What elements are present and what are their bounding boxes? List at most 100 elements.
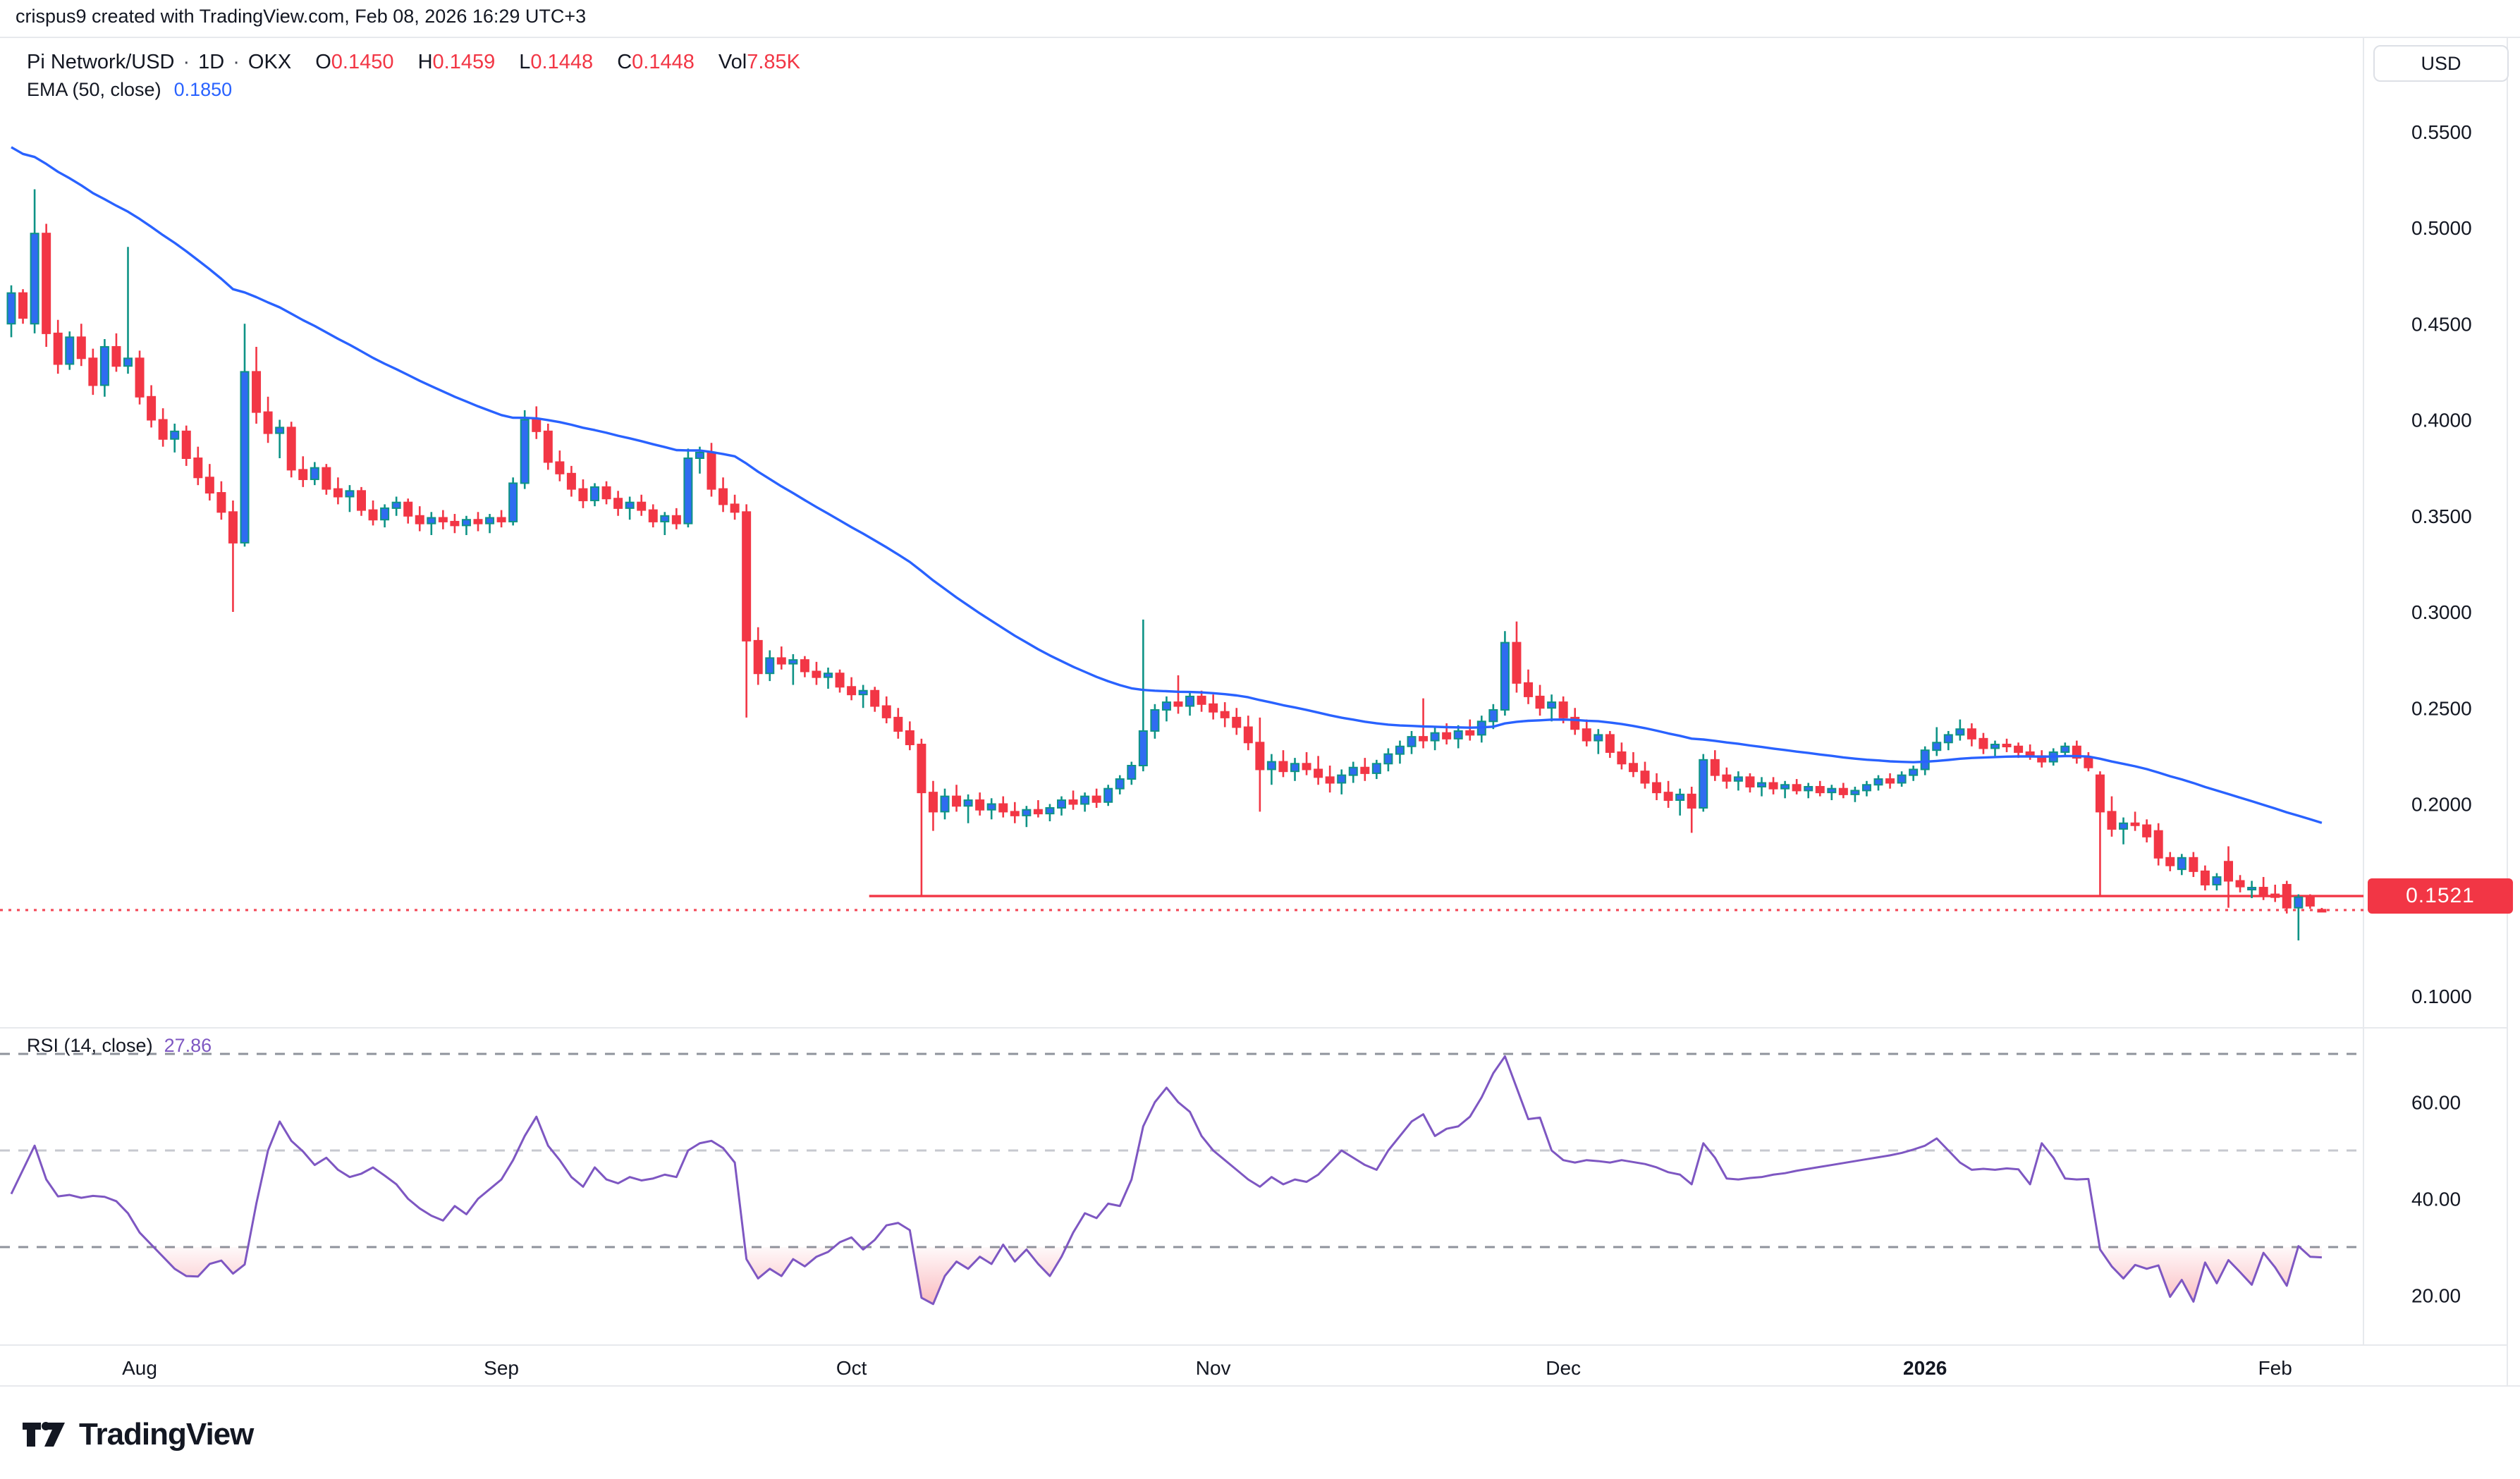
candle-body: [1932, 742, 1942, 751]
high-value: 0.1459: [432, 51, 496, 73]
rsi-tick-label: 20.00: [2411, 1285, 2461, 1307]
price-tick-label: 0.4500: [2411, 313, 2472, 335]
candle-body: [2165, 857, 2175, 866]
brand-text: TradingView: [79, 1417, 254, 1452]
candle-body: [1885, 778, 1895, 784]
candle-body: [1757, 782, 1766, 787]
candle-body: [380, 507, 390, 521]
candle-body: [496, 517, 506, 522]
candle-body: [111, 345, 121, 367]
candle-body: [824, 673, 833, 678]
candle-body: [1628, 763, 1638, 773]
candle-body: [590, 486, 599, 501]
candle-body: [776, 657, 786, 665]
time-tick-label: Feb: [2258, 1357, 2292, 1379]
candle-body: [613, 498, 623, 509]
candle-body: [1010, 811, 1020, 816]
time-tick-label: Sep: [484, 1357, 519, 1379]
candle-body: [42, 233, 51, 334]
candle-body: [788, 659, 798, 665]
volume-value: 7.85K: [747, 51, 801, 73]
candle-body: [1768, 782, 1778, 790]
rsi-axis[interactable]: 60.00 40.00 20.00: [2411, 1092, 2461, 1307]
candle-body: [252, 371, 262, 413]
candle-body: [1407, 736, 1417, 747]
candle-body: [2060, 745, 2070, 753]
candle-body: [1850, 790, 1860, 795]
candle-body: [532, 419, 542, 432]
candle-body: [1115, 778, 1125, 790]
candle-body: [625, 501, 635, 509]
candle-body: [193, 458, 203, 479]
candle-body: [1827, 787, 1837, 794]
candle-body: [1838, 787, 1848, 795]
candle-body: [1978, 737, 1988, 749]
candle-body: [1605, 734, 1615, 753]
candle-body: [1780, 784, 1790, 790]
candle-body: [310, 467, 319, 480]
price-tick-label: 0.5500: [2411, 121, 2472, 143]
low-value: 0.1448: [530, 51, 594, 73]
candle-body: [1861, 784, 1871, 792]
candle-body: [1314, 768, 1323, 778]
candle-body: [6, 292, 16, 325]
candle-body: [1745, 776, 1755, 787]
candle-body: [1138, 730, 1148, 766]
price-tick-label: 0.1000: [2411, 986, 2472, 1007]
candle-body: [298, 469, 308, 480]
candle-body: [1150, 708, 1160, 732]
candle-body: [1453, 730, 1463, 740]
candle-body: [1897, 774, 1907, 784]
candle-body: [123, 357, 133, 367]
candle-body: [240, 371, 250, 544]
candle-body: [2177, 857, 2186, 871]
candle-body: [2119, 822, 2129, 830]
candle-body: [1570, 716, 1580, 730]
candle-body: [800, 659, 809, 673]
candle-body: [1068, 799, 1078, 805]
price-axis[interactable]: 0.5500 0.5000 0.4500 0.4000 0.3500 0.3000 0.25…: [2411, 121, 2472, 1007]
tradingview-brand[interactable]: TradingView: [21, 1417, 254, 1452]
candle-body: [357, 490, 366, 511]
candle-body: [2212, 876, 2222, 885]
candle-body: [275, 426, 285, 434]
candle-body: [286, 426, 296, 471]
candle-body: [1535, 695, 1545, 709]
candle-body: [1371, 763, 1381, 774]
candle-body: [917, 744, 926, 794]
currency-unit-button[interactable]: USD: [2373, 45, 2509, 82]
candle-body: [543, 430, 553, 463]
candle-body: [1325, 776, 1335, 784]
candle-body: [1209, 703, 1218, 713]
candle-body: [438, 517, 448, 522]
candle-body: [391, 501, 401, 509]
candle-body: [683, 458, 693, 524]
candle-body: [158, 419, 168, 440]
time-axis[interactable]: Aug Sep Oct Nov Dec 2026 Feb: [122, 1357, 2292, 1379]
candle-body: [1442, 732, 1452, 740]
candle-body: [730, 503, 740, 513]
candle-body: [147, 395, 157, 421]
time-tick-label: 2026: [1903, 1357, 1947, 1379]
open-value: 0.1450: [331, 51, 394, 73]
candle-body: [1057, 799, 1066, 809]
candle-body: [986, 803, 996, 811]
candle-body: [2247, 887, 2257, 891]
low-label: L: [519, 51, 531, 73]
candle-body: [940, 795, 950, 813]
candle-body: [905, 730, 915, 746]
candle-body: [1675, 793, 1685, 802]
candle-body: [555, 461, 565, 474]
price-tick-label: 0.4000: [2411, 410, 2472, 431]
candle-body: [637, 501, 647, 511]
time-tick-label: Dec: [1546, 1357, 1581, 1379]
candle-body: [1080, 795, 1090, 805]
candle-body: [1255, 742, 1265, 771]
candle-body: [1197, 695, 1206, 705]
candle-body: [1815, 785, 1825, 794]
interval-label: 1D: [198, 51, 225, 73]
candle-body: [1337, 774, 1347, 784]
candle-body: [2130, 822, 2140, 826]
candle-body: [1091, 795, 1101, 803]
